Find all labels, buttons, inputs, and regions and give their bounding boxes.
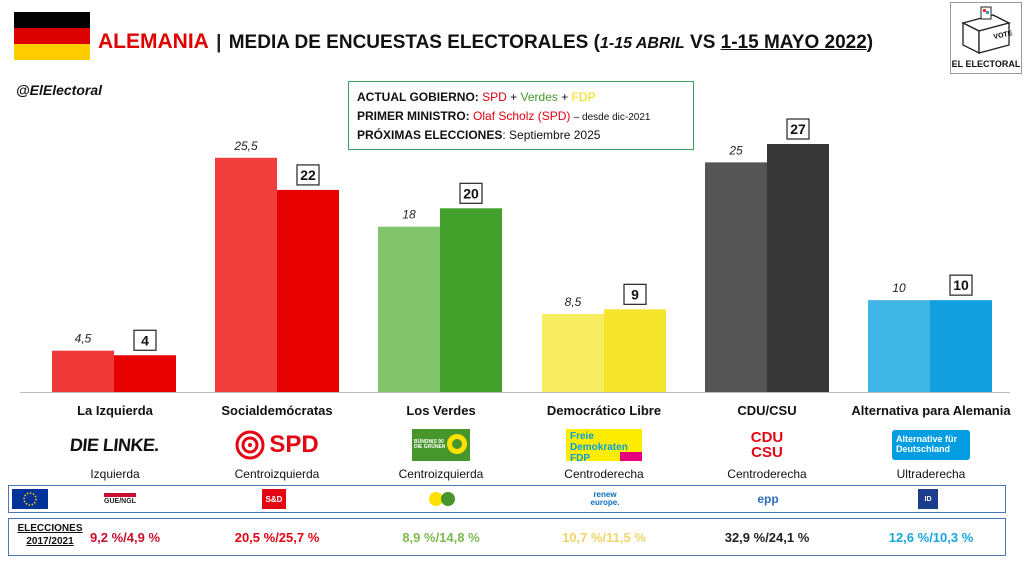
bar-prev-0 bbox=[52, 350, 114, 392]
elections-cdu: 32,9 %/24,1 % bbox=[724, 530, 810, 545]
data-label-box-3 bbox=[623, 283, 647, 305]
elections-afd: 12,6 %/10,3 % bbox=[888, 530, 974, 545]
el-electoral-logo: VOTE EL ELECTORAL bbox=[950, 2, 1022, 74]
elections-linke: 9,2 %/4,9 % bbox=[89, 530, 161, 545]
sunflower-icon bbox=[447, 434, 467, 454]
data-label-prev-5: 10 bbox=[892, 281, 906, 295]
bar-curr-2 bbox=[440, 208, 502, 392]
data-label-curr-1: 22 bbox=[300, 167, 316, 183]
afd-logo: Alternative für Deutschland bbox=[871, 428, 991, 462]
bar-prev-3 bbox=[542, 313, 604, 392]
greens-efa-logo bbox=[427, 489, 457, 509]
id-group-logo: ID bbox=[918, 489, 938, 509]
eu-groups-row bbox=[8, 485, 1006, 513]
title-country: ALEMANIA bbox=[98, 30, 209, 53]
bar-curr-0 bbox=[114, 355, 176, 392]
info-government: ACTUAL GOBIERNO: SPD + Verdes + FDP bbox=[357, 90, 596, 104]
data-label-curr-4: 27 bbox=[790, 121, 806, 137]
title-text: MEDIA DE ENCUESTAS ELECTORALES bbox=[228, 32, 589, 53]
gov-party-2: Verdes bbox=[520, 90, 558, 104]
bar-prev-2 bbox=[378, 226, 440, 392]
data-label-prev-1: 25,5 bbox=[233, 139, 258, 153]
bar-curr-1 bbox=[277, 189, 339, 392]
party-name-afd: Alternativa para Alemania bbox=[851, 403, 1011, 418]
data-label-curr-0: 4 bbox=[141, 332, 149, 348]
spd-rose-icon bbox=[235, 430, 265, 460]
chart-baseline bbox=[20, 392, 1010, 393]
cdu-csu-logo: CDU CSU bbox=[750, 429, 784, 461]
government-info-box: ACTUAL GOBIERNO: SPD + Verdes + FDP PRIM… bbox=[348, 81, 694, 150]
data-label-box-4 bbox=[786, 118, 810, 140]
title-dates: (1-15 ABRIL VS 1-15 MAYO 2022) bbox=[593, 32, 874, 53]
gruene-logo: BÜNDNIS 90 DIE GRÜNEN bbox=[381, 428, 501, 462]
party-name-cdu: CDU/CSU bbox=[737, 403, 797, 418]
data-label-prev-4: 25 bbox=[728, 143, 743, 157]
eu-flag-icon bbox=[12, 489, 48, 509]
ideology-cdu: Centroderecha bbox=[727, 467, 807, 481]
party-name-verdes: Los Verdes bbox=[406, 403, 476, 418]
twitter-handle: @ElElectoral bbox=[16, 82, 103, 98]
bar-curr-4 bbox=[767, 144, 829, 392]
ideology-linke: Izquierda bbox=[90, 467, 140, 481]
elections-label: ELECCIONES 2017/2021 bbox=[17, 523, 83, 547]
bar-curr-5 bbox=[930, 300, 992, 392]
epp-logo: epp bbox=[757, 492, 779, 506]
elections-row bbox=[8, 518, 1006, 556]
title-date-1: 1-15 ABRIL bbox=[599, 35, 685, 52]
ideology-afd: Ultraderecha bbox=[896, 467, 966, 481]
title-vs: VS bbox=[690, 32, 716, 53]
ideology-verdes: Centroizquierda bbox=[398, 467, 484, 481]
title-separator: | bbox=[216, 32, 222, 53]
bar-prev-1 bbox=[215, 157, 277, 392]
germany-flag bbox=[14, 12, 90, 60]
bar-prev-5 bbox=[868, 300, 930, 392]
data-label-box-0 bbox=[133, 329, 157, 351]
greens-efa-icon bbox=[429, 492, 455, 506]
info-prime-minister: PRIMER MINISTRO: Olaf Scholz (SPD) – des… bbox=[357, 109, 651, 123]
gov-party-3: FDP bbox=[571, 90, 596, 104]
s-and-d-logo: S&D bbox=[262, 489, 286, 509]
party-name-fdp: Democrático Libre bbox=[546, 403, 662, 418]
bar-prev-4 bbox=[705, 162, 767, 392]
title-date-2: 1-15 MAYO 2022 bbox=[720, 32, 867, 53]
info-next-elections: PRÓXIMAS ELECCIONES: Septiembre 2025 bbox=[357, 128, 601, 142]
gue-ngl-logo: GUE/NGL bbox=[95, 489, 145, 509]
gov-party-1: SPD bbox=[482, 90, 507, 104]
elections-verdes: 8,9 %/14,8 % bbox=[402, 530, 480, 545]
svg-text:VOTE: VOTE bbox=[993, 30, 1013, 41]
ideology-fdp: Centroderecha bbox=[564, 467, 644, 481]
bar-chart: 4,5 4 25,5 22 18 20 8,5 9 25 27 10 10 bbox=[52, 118, 992, 392]
data-label-prev-3: 8,5 bbox=[565, 295, 582, 309]
data-label-curr-3: 9 bbox=[631, 286, 639, 302]
party-name-spd: Socialdemócratas bbox=[221, 403, 333, 418]
elections-fdp: 10,7 %/11,5 % bbox=[562, 530, 646, 545]
spd-logo: SPD bbox=[217, 428, 337, 462]
bar-curr-3 bbox=[604, 309, 666, 392]
data-label-prev-2: 18 bbox=[402, 208, 416, 222]
data-label-curr-2: 20 bbox=[463, 185, 479, 201]
data-label-prev-0: 4,5 bbox=[75, 332, 92, 346]
party-name-linke: La Izquierda bbox=[77, 403, 153, 418]
page-title: ALEMANIA | MEDIA DE ENCUESTAS ELECTORALE… bbox=[98, 30, 873, 54]
data-label-box-1 bbox=[296, 164, 320, 186]
fdp-logo: Freie Demokraten FDP bbox=[544, 428, 664, 464]
die-linke-logo: DIE LINKE. bbox=[69, 434, 161, 455]
data-label-box-5 bbox=[949, 274, 973, 296]
ideology-spd: Centroizquierda bbox=[234, 467, 320, 481]
data-label-curr-5: 10 bbox=[953, 277, 969, 293]
data-label-box-2 bbox=[459, 182, 483, 204]
elections-spd: 20,5 %/25,7 % bbox=[234, 530, 320, 545]
logo-text: EL ELECTORAL bbox=[951, 59, 1021, 69]
renew-europe-logo: renew europe. bbox=[590, 490, 620, 507]
ballot-box-icon: VOTE bbox=[961, 6, 1013, 55]
